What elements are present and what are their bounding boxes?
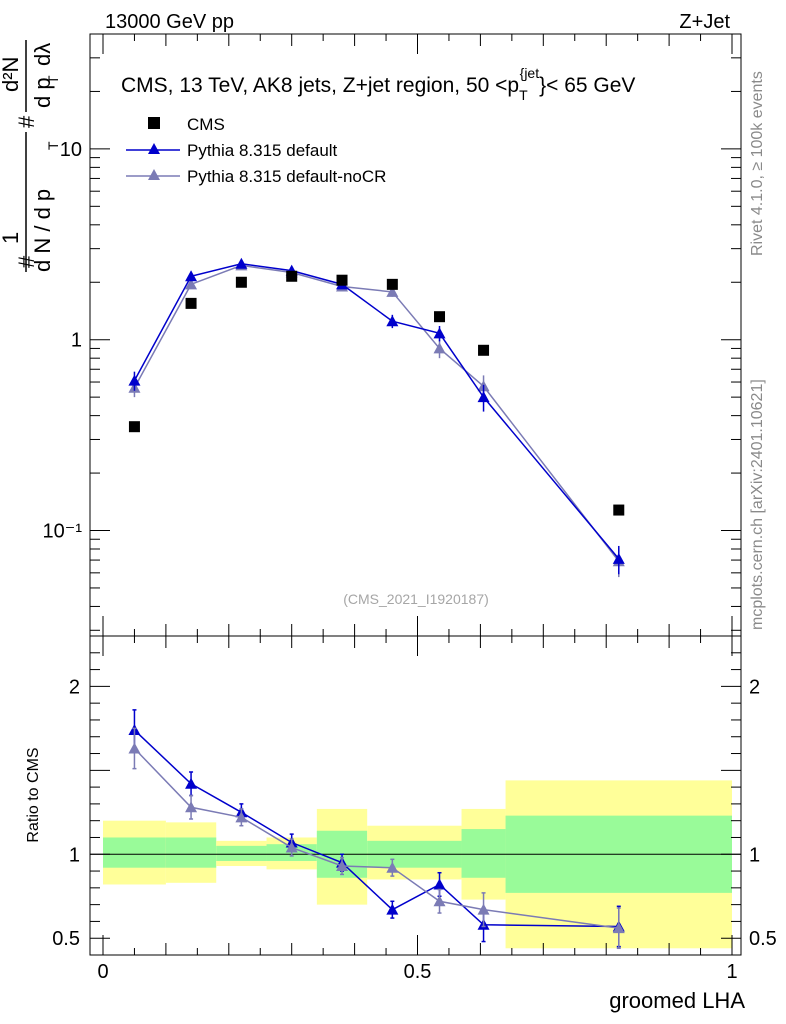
ratio-band-stat-1: [165, 837, 217, 868]
ratio-ytick-label-right: 1: [749, 844, 760, 866]
rivet-version-label: Rivet 4.1.0, ≥ 100k events: [749, 71, 766, 256]
svg-text:T: T: [45, 141, 61, 150]
svg-text:d p: d p: [30, 77, 55, 108]
ratio-point-0-6: [433, 878, 446, 890]
ratio-series: [128, 709, 625, 950]
svg-text:1: 1: [0, 232, 23, 244]
x-axis-label: groomed LHA: [609, 988, 745, 1013]
xtick-label: 0.5: [404, 961, 432, 983]
data-point-1-1: [185, 270, 198, 282]
data-point-1-6: [433, 327, 446, 339]
cms-point-3: [286, 270, 298, 282]
legend-label-nocr: Pythia 8.315 default-noCR: [187, 167, 386, 186]
ratio-ytick-label-right: 2: [749, 676, 760, 698]
series-line-1: [133, 263, 620, 560]
ratio-point-1-1: [185, 801, 198, 813]
ratio-ytick-label: 0.5: [52, 928, 80, 950]
svg-text:d N / d p: d N / d p: [30, 189, 55, 272]
ratio-frame: [89, 635, 742, 956]
cms-point-7: [478, 344, 490, 356]
svg-text:#: #: [14, 115, 39, 128]
ratio-point-1-3: [285, 841, 298, 853]
axes: 10⁻¹ 1 10 0.5 0.5 1 1 2 2 0 0.5 1: [43, 33, 777, 983]
ratio-ytick-label: 2: [69, 676, 80, 698]
cms-point-5: [386, 278, 398, 290]
xtick-label: 1: [726, 961, 737, 983]
cms-point-8: [613, 504, 625, 516]
main-ytick-label: 10: [60, 139, 82, 161]
cms-point-6: [434, 311, 446, 323]
ratio-point-1-6: [433, 895, 446, 907]
cms-point-1: [185, 297, 197, 309]
ratio-ytick-label: 1: [69, 844, 80, 866]
ratio-point-1-8: [612, 922, 625, 934]
svg-text:T: T: [45, 75, 61, 84]
ratio-point-0-5: [386, 903, 399, 915]
ratio-point-1-0: [128, 742, 141, 754]
header-left: 13000 GeV pp: [105, 11, 234, 33]
legend-label-default: Pythia 8.315 default: [187, 141, 338, 160]
legend-marker-cms: [148, 117, 160, 129]
mcplots-label: mcplots.cern.ch [arXiv:2401.10621]: [749, 379, 766, 630]
svg-text:d²N: d²N: [0, 57, 23, 92]
header-right: Z+Jet: [679, 11, 730, 33]
ratio-plot-area: [90, 780, 741, 949]
main-ylabel: # 1 d N / d p T # d p T d²N dλ: [0, 40, 61, 272]
chart-title: CMS, 13 TeV, AK8 jets, Z+jet region, 50 …: [121, 65, 635, 103]
ratio-point-1-4: [336, 860, 349, 872]
ratio-point-0-1: [185, 777, 198, 789]
legend-marker-default: [148, 143, 160, 154]
ratio-band-stat-0: [103, 837, 166, 868]
data-point-1-8: [612, 552, 625, 564]
data-point-1-2: [235, 257, 248, 269]
main-series: [128, 257, 625, 578]
cms-point-0: [128, 421, 140, 433]
ratio-band-stat-2: [216, 845, 267, 861]
ratio-ytick-label-right: 0.5: [749, 928, 777, 950]
ratio-point-1-5: [386, 861, 399, 873]
data-point-2-5: [386, 285, 399, 297]
legend: CMS Pythia 8.315 default Pythia 8.315 de…: [126, 115, 386, 186]
main-ytick-label: 10⁻¹: [43, 521, 83, 543]
svg-text:dλ: dλ: [30, 43, 55, 66]
ratio-point-1-7: [477, 903, 490, 915]
data-point-1-7: [477, 391, 490, 403]
data-point-2-1: [185, 278, 198, 290]
xtick-label: 0: [97, 961, 108, 983]
ratio-band-stat-7: [461, 829, 506, 878]
analysis-watermark: (CMS_2021_I1920187): [343, 591, 489, 607]
legend-label-cms: CMS: [187, 115, 225, 134]
cms-point-4: [336, 274, 348, 286]
ratio-point-1-2: [235, 811, 248, 823]
ratio-ylabel: Ratio to CMS: [25, 747, 42, 842]
data-point-1-0: [128, 374, 141, 386]
cms-point-2: [235, 276, 247, 288]
main-ytick-label: 1: [71, 330, 82, 352]
legend-marker-nocr: [148, 169, 160, 180]
data-point-1-5: [386, 315, 399, 327]
data-point-2-6: [433, 342, 446, 354]
